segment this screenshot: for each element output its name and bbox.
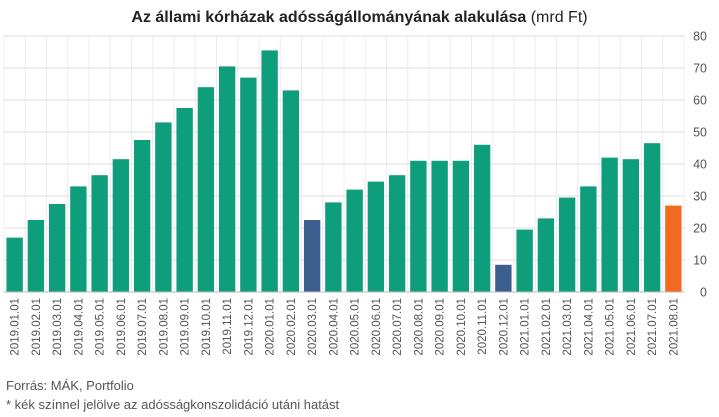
x-tick-label: 2021.06.01 [626, 298, 638, 356]
x-tick-label: 2019.03.01 [52, 298, 64, 356]
x-tick-label: 2019.04.01 [73, 298, 85, 356]
x-tick-label: 2020.03.01 [307, 298, 319, 356]
bar [70, 186, 87, 292]
x-tick-label: 2019.10.01 [201, 298, 213, 356]
x-tick-label: 2020.11.01 [477, 298, 489, 355]
bar [558, 197, 576, 292]
x-tick-label: 2020.10.01 [456, 298, 468, 356]
chart-title: Az állami kórházak adósságállományának a… [0, 9, 719, 27]
bar [197, 87, 215, 292]
x-tick-label: 2019.08.01 [158, 298, 170, 356]
bar [367, 181, 385, 292]
bar [495, 264, 512, 292]
bar [91, 175, 108, 292]
y-tick-label: 40 [693, 158, 707, 172]
x-tick-label: 2021.07.01 [647, 298, 659, 356]
bar [643, 143, 661, 292]
x-tick-label: 2019.05.01 [95, 298, 107, 356]
bar [388, 175, 406, 292]
bar [6, 237, 23, 292]
x-tick-label: 2021.05.01 [605, 298, 617, 356]
x-tick-label: 2020.09.01 [435, 298, 447, 356]
x-tick-label: 2021.03.01 [562, 298, 574, 356]
x-tick-label: 2020.06.01 [371, 298, 383, 356]
source-note: Forrás: MÁK, Portfolio [6, 378, 134, 393]
bar [325, 202, 342, 292]
y-tick-label: 50 [693, 126, 707, 140]
x-tick-label: 2021.04.01 [583, 298, 595, 356]
x-tick-label: 2020.04.01 [328, 298, 340, 356]
bar [516, 229, 533, 292]
bar [261, 50, 278, 293]
chart-title-text: Az állami kórházak adósságállományának a… [131, 9, 527, 26]
y-tick-label: 70 [693, 62, 707, 76]
bar [537, 218, 555, 292]
bar [218, 66, 236, 293]
x-tick-label: 2021.08.01 [668, 298, 680, 356]
y-tick-label: 60 [693, 94, 707, 108]
x-tick-label: 2020.02.01 [286, 298, 298, 356]
bar [452, 160, 470, 292]
bar [240, 77, 257, 292]
x-tick-label: 2020.07.01 [392, 298, 404, 356]
x-tick-label: 2019.02.01 [31, 298, 43, 356]
x-tick-label: 2019.06.01 [116, 298, 128, 356]
x-tick-label: 2019.12.01 [243, 298, 255, 356]
bar [580, 186, 597, 292]
chart-title-unit: (mrd Ft) [530, 9, 588, 26]
bar [473, 144, 491, 292]
bar [155, 122, 172, 293]
x-tick-label: 2019.11.01 [222, 298, 234, 355]
bar [48, 204, 66, 292]
bar [176, 108, 193, 292]
x-tick-label: 2020.05.01 [350, 298, 362, 356]
bar [601, 157, 618, 292]
bar [27, 220, 45, 292]
bar [431, 160, 448, 292]
bar [410, 160, 427, 292]
bar [665, 205, 682, 292]
x-tick-label: 2020.08.01 [413, 298, 425, 356]
bar [133, 140, 151, 292]
bar [622, 159, 640, 292]
x-tick-label: 2020.01.01 [265, 298, 277, 356]
y-tick-label: 30 [693, 190, 707, 204]
bar [303, 220, 321, 292]
x-tick-label: 2021.01.01 [520, 298, 532, 356]
y-tick-label: 80 [693, 30, 707, 44]
y-tick-label: 0 [700, 286, 707, 300]
x-tick-label: 2021.02.01 [541, 298, 553, 356]
footnote: * kék színnel jelölve az adósságkonszoli… [6, 397, 340, 412]
bar [282, 90, 300, 293]
x-tick-label: 2019.09.01 [180, 298, 192, 356]
x-tick-label: 2019.07.01 [137, 298, 149, 356]
bar [346, 189, 363, 292]
y-tick-label: 20 [693, 222, 707, 236]
x-tick-label: 2019.01.01 [10, 298, 22, 356]
x-tick-label: 2020.12.01 [498, 298, 510, 356]
y-tick-label: 10 [693, 254, 707, 268]
bar [112, 159, 130, 292]
